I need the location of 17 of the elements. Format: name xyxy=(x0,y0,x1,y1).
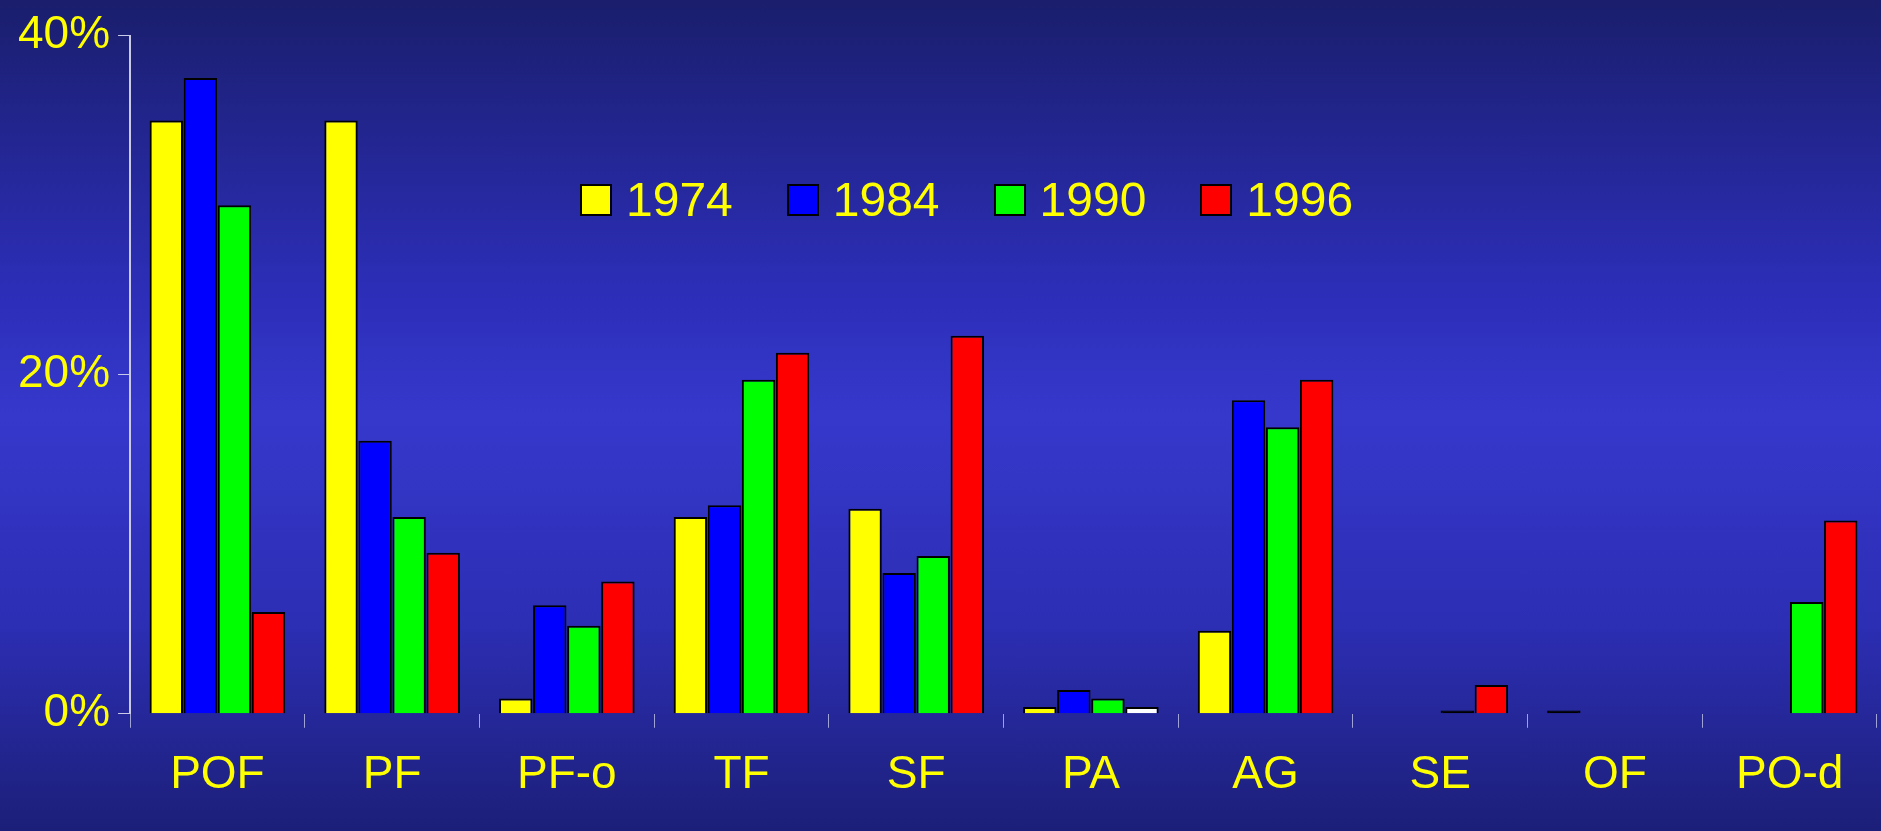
legend-label: 1990 xyxy=(1039,172,1147,227)
y-tick-label: 40% xyxy=(17,6,111,59)
y-tick-label: 20% xyxy=(17,345,111,398)
x-tick-label: PF-o xyxy=(516,746,617,799)
x-tick-label: PO-d xyxy=(1735,746,1844,799)
legend-label: 1974 xyxy=(626,172,733,227)
x-tick-label: PF xyxy=(362,746,422,799)
x-tick-label: TF xyxy=(713,746,770,799)
x-tick-label: SF xyxy=(886,746,946,799)
legend-label: 1984 xyxy=(832,172,940,227)
x-tick-label: SE xyxy=(1409,746,1471,799)
legend-label: 1996 xyxy=(1246,172,1354,227)
x-tick-label: OF xyxy=(1583,746,1647,799)
x-tick-label: POF xyxy=(170,746,265,799)
x-tick-label: AG xyxy=(1232,746,1299,799)
x-tick-label: PA xyxy=(1061,746,1121,799)
y-tick-label: 0% xyxy=(43,684,111,737)
